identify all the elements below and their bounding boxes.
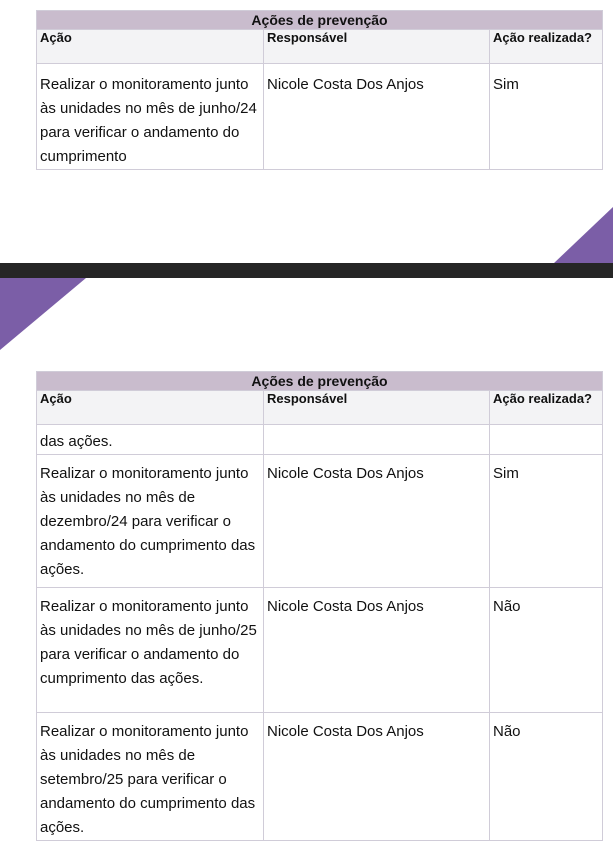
header-realizada: Ação realizada? — [488, 390, 604, 425]
header-acao: Ação — [36, 390, 264, 425]
cell-responsavel: Nicole Costa Dos Anjos — [263, 63, 490, 170]
cell-acao: Realizar o monitoramento junto às unidad… — [36, 63, 264, 170]
prevention-table-page2: Ações de prevenção Ação Responsável Ação… — [35, 371, 604, 841]
table-row: Realizar o monitoramento junto às unidad… — [36, 454, 604, 588]
cell-acao: Realizar o monitoramento junto às unidad… — [36, 712, 264, 841]
purple-corner-decoration — [0, 278, 86, 350]
cell-realizada: Não — [488, 712, 604, 841]
cell-responsavel — [263, 424, 490, 455]
cell-responsavel: Nicole Costa Dos Anjos — [263, 454, 490, 588]
table-row: das ações. — [36, 424, 604, 455]
page-separator — [0, 263, 613, 278]
table-row: Realizar o monitoramento junto às unidad… — [36, 63, 604, 170]
header-realizada: Ação realizada? — [488, 29, 604, 64]
table-title: Ações de prevenção — [35, 10, 604, 30]
header-acao: Ação — [36, 29, 264, 64]
cell-realizada: Sim — [488, 63, 604, 170]
table-row: Realizar o monitoramento junto às unidad… — [36, 712, 604, 841]
cell-realizada — [488, 424, 604, 455]
cell-acao: Realizar o monitoramento junto às unidad… — [36, 587, 264, 713]
purple-corner-decoration — [553, 207, 613, 264]
cell-responsavel: Nicole Costa Dos Anjos — [263, 587, 490, 713]
header-responsavel: Responsável — [263, 29, 490, 64]
table-row: Realizar o monitoramento junto às unidad… — [36, 587, 604, 713]
cell-acao: das ações. — [36, 424, 264, 455]
cell-responsavel: Nicole Costa Dos Anjos — [263, 712, 490, 841]
header-responsavel: Responsável — [263, 390, 490, 425]
cell-realizada: Não — [488, 587, 604, 713]
cell-realizada: Sim — [488, 454, 604, 588]
prevention-table-page1: Ações de prevenção Ação Responsável Ação… — [35, 10, 604, 170]
table-title: Ações de prevenção — [35, 371, 604, 391]
cell-acao: Realizar o monitoramento junto às unidad… — [36, 454, 264, 588]
